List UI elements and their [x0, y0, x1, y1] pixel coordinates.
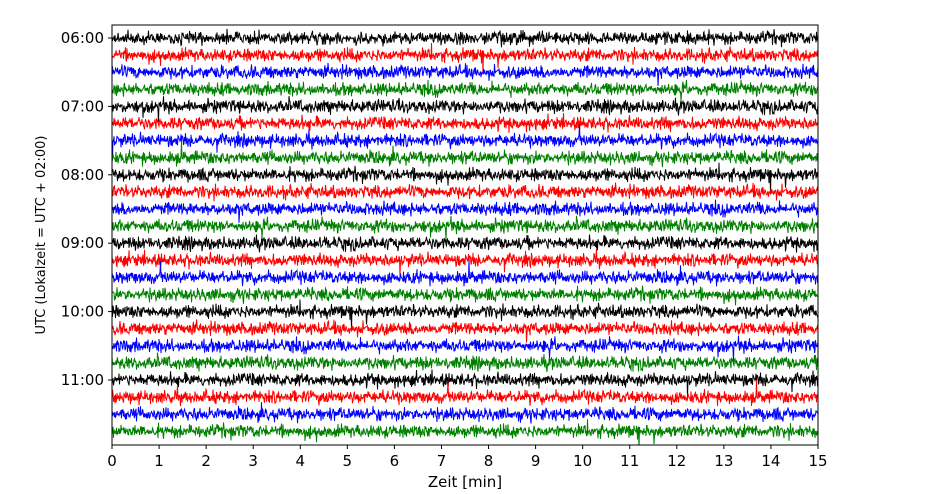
trace-1015: [112, 319, 818, 343]
trace-0900: [112, 234, 818, 253]
trace-group: [112, 28, 818, 445]
x-axis: 0 1 2 3 4 5 6 7 8 9 10 11 12 13 14 15: [107, 445, 828, 470]
x-tick-label: 10: [573, 452, 592, 470]
trace-0630: [112, 62, 818, 86]
x-tick-label: 2: [201, 452, 211, 470]
x-tick-label: 6: [390, 452, 400, 470]
y-axis: 06:00 07:00 08:00 09:00 10:00 11:00: [61, 29, 112, 389]
x-tick-label: 7: [437, 452, 447, 470]
x-tick-label: 5: [343, 452, 353, 470]
x-tick-label: 8: [484, 452, 494, 470]
x-tick-label: 9: [531, 452, 541, 470]
trace-0745: [112, 140, 818, 168]
x-tick-label: 14: [761, 452, 780, 470]
x-tick-label: 12: [667, 452, 686, 470]
x-tick-label: 1: [154, 452, 164, 470]
x-tick-label: 15: [808, 452, 827, 470]
x-tick-label: 11: [620, 452, 639, 470]
y-tick-label: 09:00: [61, 234, 104, 252]
trace-0700: [112, 96, 818, 123]
y-tick-label: 08:00: [61, 166, 104, 184]
trace-0615: [112, 42, 818, 75]
trace-0730: [112, 124, 818, 159]
y-axis-label: UTC (Lokalzeit = UTC + 02:00): [34, 136, 49, 335]
trace-0815: [112, 182, 818, 202]
x-tick-label: 13: [714, 452, 733, 470]
y-tick-label: 10:00: [61, 303, 104, 321]
trace-0845: [112, 215, 818, 242]
x-tick-label: 3: [248, 452, 258, 470]
trace-1145: [112, 419, 818, 445]
trace-0945: [112, 285, 818, 306]
x-tick-label: 4: [295, 452, 305, 470]
trace-1100: [112, 369, 818, 398]
trace-1030: [112, 335, 818, 362]
trace-0715: [112, 112, 818, 133]
trace-1130: [112, 402, 818, 424]
trace-1000: [112, 299, 818, 332]
trace-0645: [112, 79, 818, 102]
trace-0600: [112, 28, 818, 48]
trace-0830: [112, 199, 818, 223]
trace-0800: [112, 162, 818, 195]
y-tick-label: 07:00: [61, 97, 104, 115]
y-tick-label: 11:00: [61, 371, 104, 389]
trace-0915: [112, 248, 818, 278]
x-axis-label: Zeit [min]: [428, 473, 502, 491]
trace-0930: [112, 260, 818, 287]
trace-1115: [112, 379, 818, 407]
plot-frame: [111, 24, 819, 446]
x-tick-label: 0: [107, 452, 117, 470]
trace-1045: [112, 352, 818, 373]
y-tick-label: 06:00: [61, 29, 104, 47]
